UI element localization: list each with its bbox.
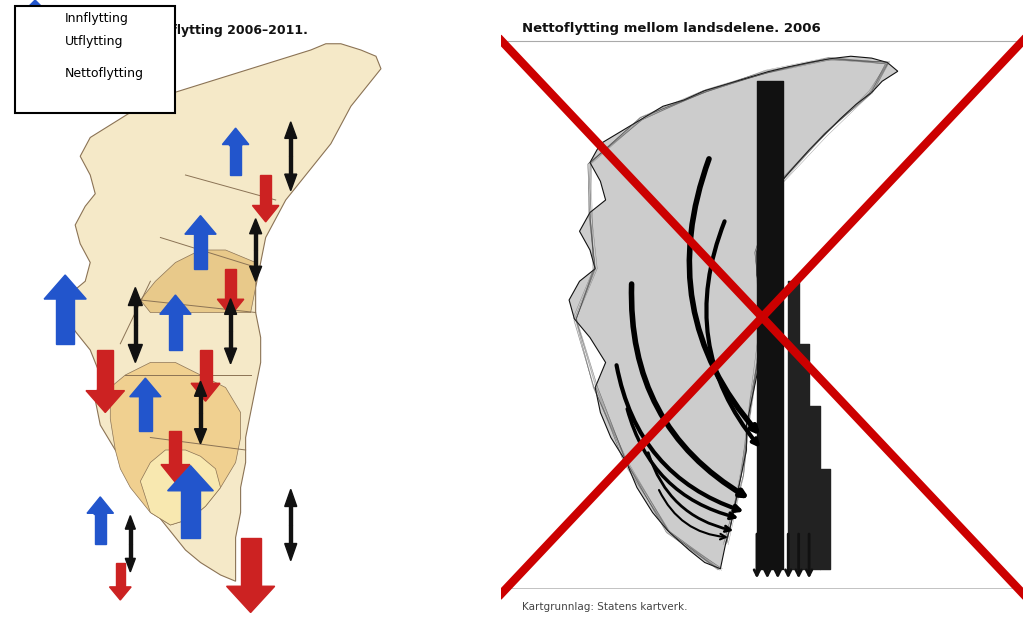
- Polygon shape: [185, 216, 216, 234]
- Polygon shape: [128, 344, 142, 362]
- Polygon shape: [253, 206, 279, 222]
- Polygon shape: [109, 587, 131, 600]
- Text: BA-landsdelar: BA-landsdelar: [40, 41, 139, 54]
- Polygon shape: [125, 558, 135, 572]
- Text: Kartgrunnlag: Statens kartverk.: Kartgrunnlag: Statens kartverk.: [522, 602, 687, 612]
- Text: Nettoflytting mellom landsdelene. 2006: Nettoflytting mellom landsdelene. 2006: [522, 22, 820, 35]
- Bar: [34, 72, 37, 88]
- Polygon shape: [65, 44, 381, 581]
- Bar: [290, 525, 293, 544]
- Polygon shape: [194, 429, 207, 444]
- Polygon shape: [194, 381, 207, 396]
- Bar: [199, 412, 202, 430]
- Polygon shape: [110, 362, 240, 525]
- Polygon shape: [284, 544, 297, 561]
- Polygon shape: [25, 48, 46, 59]
- Polygon shape: [87, 497, 114, 513]
- Bar: [34, 56, 37, 72]
- Polygon shape: [225, 348, 236, 364]
- Bar: [56, 296, 74, 344]
- Polygon shape: [160, 295, 191, 314]
- Polygon shape: [30, 44, 40, 58]
- Bar: [254, 250, 257, 268]
- Polygon shape: [284, 489, 297, 506]
- Polygon shape: [130, 378, 161, 397]
- Bar: [240, 538, 261, 590]
- Bar: [230, 142, 241, 175]
- Bar: [290, 138, 293, 156]
- Polygon shape: [226, 586, 275, 612]
- Polygon shape: [217, 299, 243, 316]
- Text: Utflytting: Utflytting: [65, 35, 124, 48]
- Bar: [31, 9, 40, 31]
- Bar: [225, 269, 236, 301]
- Bar: [129, 544, 132, 559]
- Polygon shape: [44, 275, 86, 299]
- Polygon shape: [250, 219, 262, 234]
- Polygon shape: [86, 391, 125, 412]
- Bar: [199, 395, 202, 412]
- Bar: [95, 511, 105, 544]
- Bar: [134, 304, 137, 325]
- Polygon shape: [569, 56, 898, 569]
- Polygon shape: [30, 86, 40, 100]
- Bar: [254, 232, 257, 250]
- Polygon shape: [125, 516, 135, 529]
- Bar: [129, 528, 132, 544]
- Polygon shape: [25, 0, 46, 11]
- Polygon shape: [225, 299, 236, 314]
- Bar: [290, 156, 293, 175]
- Text: Årleg innanlandsk flytting 2006–2011.: Årleg innanlandsk flytting 2006–2011.: [40, 22, 308, 37]
- Text: Innflytting: Innflytting: [65, 12, 129, 25]
- Bar: [116, 562, 125, 589]
- Polygon shape: [284, 122, 297, 138]
- Polygon shape: [191, 383, 220, 401]
- Polygon shape: [284, 174, 297, 191]
- Bar: [139, 394, 151, 431]
- Bar: [260, 175, 271, 208]
- Bar: [290, 506, 293, 525]
- Bar: [229, 331, 232, 349]
- Polygon shape: [250, 266, 262, 281]
- Polygon shape: [128, 288, 142, 306]
- Bar: [169, 311, 182, 350]
- Bar: [194, 232, 207, 269]
- Bar: [15, 6, 175, 112]
- Polygon shape: [140, 250, 256, 312]
- Bar: [229, 313, 232, 331]
- Bar: [181, 488, 201, 538]
- Bar: [170, 431, 181, 467]
- Text: Nettoflytting: Nettoflytting: [65, 67, 144, 80]
- Polygon shape: [140, 450, 221, 525]
- Bar: [97, 350, 114, 394]
- Bar: [134, 325, 137, 346]
- Polygon shape: [161, 464, 190, 482]
- Polygon shape: [168, 466, 214, 491]
- Bar: [199, 350, 212, 386]
- Bar: [31, 28, 40, 49]
- Polygon shape: [222, 128, 249, 144]
